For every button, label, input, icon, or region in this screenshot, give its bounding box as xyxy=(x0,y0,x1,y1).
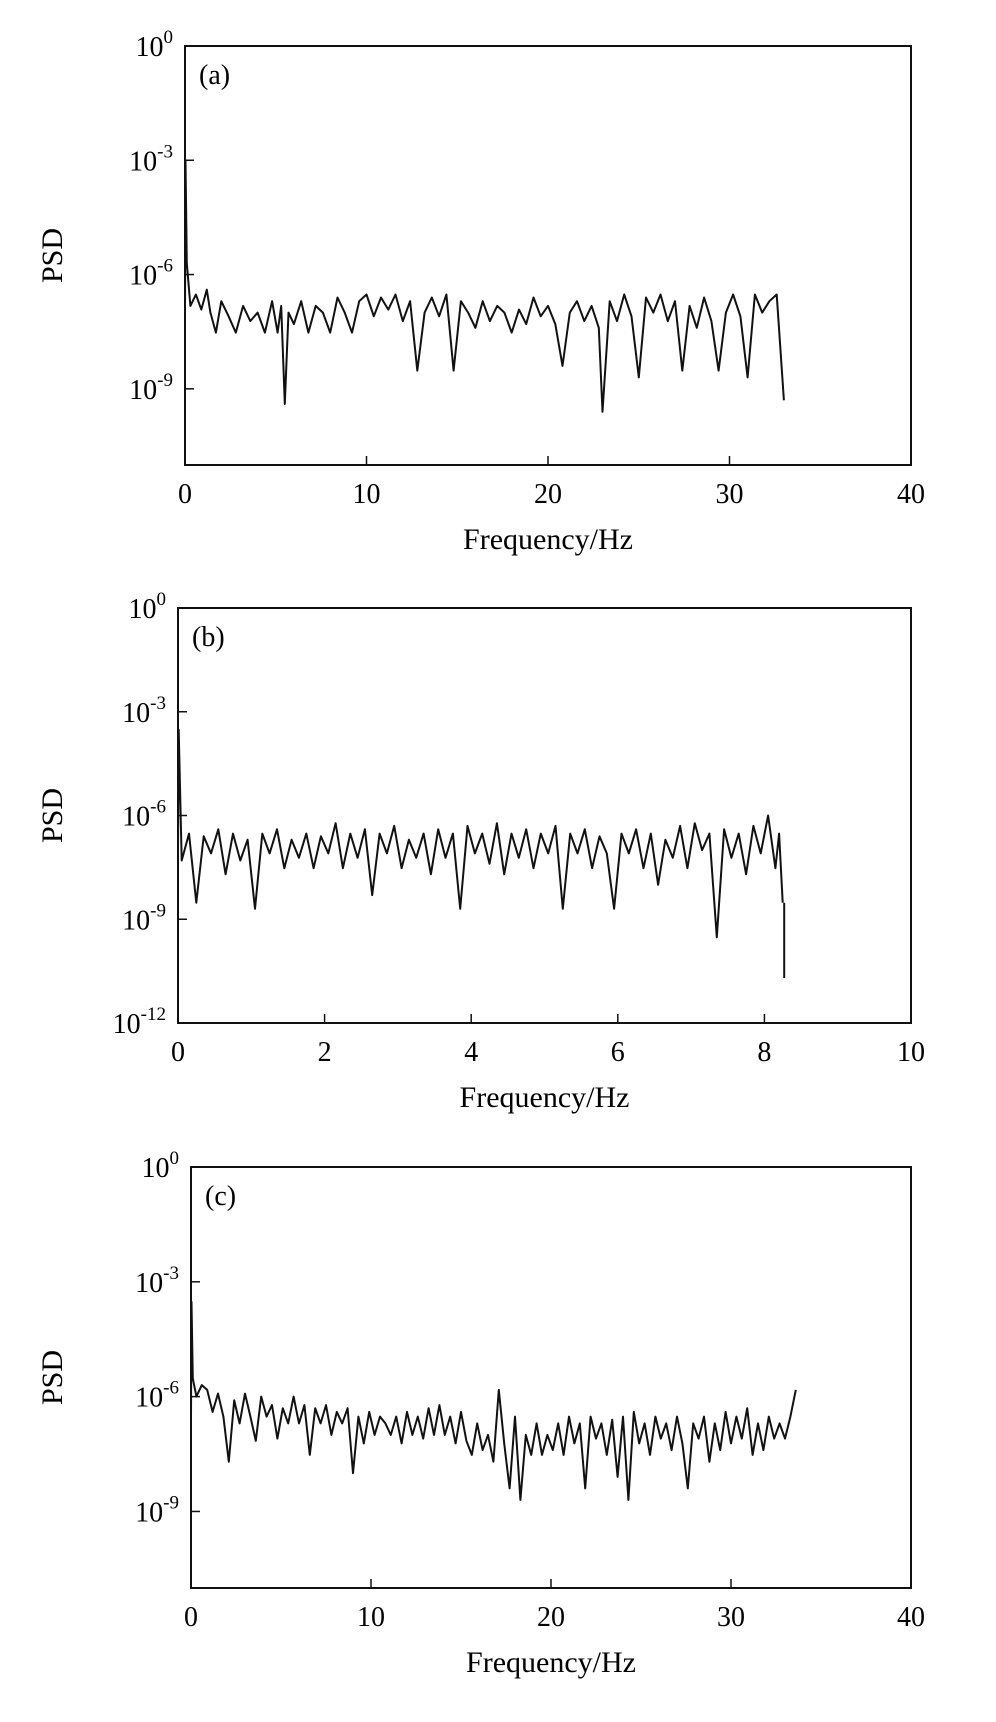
panel-c-y-tick-label: 10-6 xyxy=(135,1378,179,1414)
panel-b-psd-series-0 xyxy=(177,728,784,939)
panel-a-x-tick-label: 10 xyxy=(353,479,381,510)
panel-a-y-tick-label: 100 xyxy=(136,27,174,63)
panel-b-y-tick-label: 10-3 xyxy=(122,693,166,729)
panel-a-y-tick-label: 10-6 xyxy=(129,256,173,292)
panel-c-x-tick-label: 0 xyxy=(184,1602,198,1633)
panel-c-y-axis-label: PSD xyxy=(36,1350,69,1405)
panel-b-plot-frame xyxy=(177,607,912,1024)
panel-b-y-tick-label: 10-9 xyxy=(122,900,166,936)
panel-a-x-tick-label: 40 xyxy=(897,479,925,510)
panel-b: (b) 0 2 4 6 8 10 100 10-3 10-6 10-9 10-12 Frequency/… xyxy=(36,589,925,1114)
panel-c-y-tick-label: 10-9 xyxy=(135,1492,179,1528)
panel-a-x-axis-label: Frequency/Hz xyxy=(463,523,633,556)
panel-b-y-tick-label: 100 xyxy=(129,589,167,625)
panel-b-label: (b) xyxy=(192,622,225,653)
panel-c-x-axis-label: Frequency/Hz xyxy=(466,1646,636,1679)
panel-b-y-tick-label: 10-6 xyxy=(122,797,166,833)
panel-c-y-tick-label: 100 xyxy=(142,1148,180,1184)
panel-a-label: (a) xyxy=(199,60,230,91)
panel-b-x-tick-label: 10 xyxy=(897,1037,925,1068)
panel-a-y-tick-label: 10-3 xyxy=(129,141,173,177)
panel-b-x-axis-label: Frequency/Hz xyxy=(460,1081,630,1114)
panel-c-plot-frame xyxy=(190,1166,912,1589)
panel-b-x-tick-label: 0 xyxy=(171,1037,185,1068)
panel-c-x-tick-label: 20 xyxy=(537,1602,565,1633)
panel-b-y-tick-label: 10-12 xyxy=(113,1004,166,1040)
panel-b-x-tick-label: 6 xyxy=(611,1037,625,1068)
panel-c: (c) 0 10 20 30 40 100 10-3 10-6 10-9 Frequency/Hz P… xyxy=(36,1148,925,1679)
panel-c-x-tick-label: 30 xyxy=(717,1602,745,1633)
panel-b-x-tick-label: 2 xyxy=(318,1037,332,1068)
panel-a: (a) 0 10 20 30 40 100 10-3 10-6 10-9 Frequency/Hz P… xyxy=(36,27,925,556)
panel-a-x-tick-label: 30 xyxy=(716,479,744,510)
panel-b-x-tick-label: 4 xyxy=(464,1037,478,1068)
panel-a-psd-series-0 xyxy=(184,159,785,413)
panel-c-psd-series-0 xyxy=(190,1300,797,1501)
panel-c-x-tick-label: 10 xyxy=(357,1602,385,1633)
panel-c-x-tick-label: 40 xyxy=(897,1602,925,1633)
panel-c-y-tick-label: 10-3 xyxy=(135,1263,179,1299)
panel-a-y-tick-label: 10-9 xyxy=(129,370,173,406)
panel-a-plot-frame xyxy=(184,45,912,466)
panel-a-y-axis-label: PSD xyxy=(36,228,69,283)
panel-b-y-axis-label: PSD xyxy=(36,788,69,843)
panel-b-x-tick-label: 8 xyxy=(757,1037,771,1068)
panel-a-x-tick-label: 20 xyxy=(534,479,562,510)
panel-c-label: (c) xyxy=(205,1181,236,1212)
panel-a-x-tick-label: 0 xyxy=(178,479,192,510)
